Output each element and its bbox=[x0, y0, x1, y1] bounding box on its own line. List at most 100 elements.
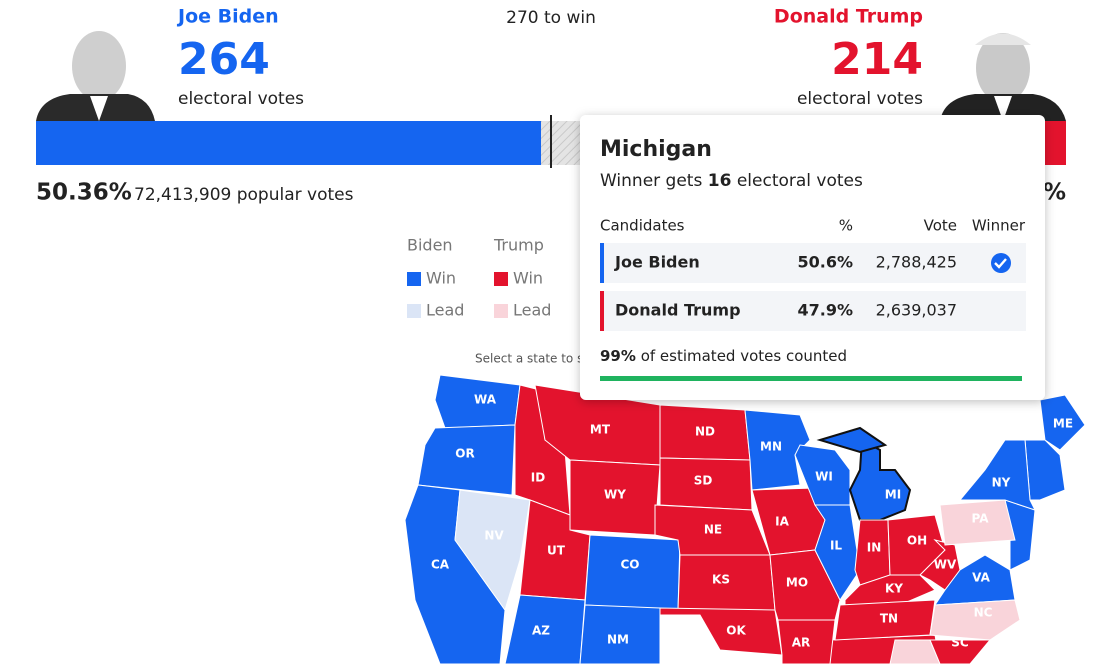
state-label: KS bbox=[712, 573, 730, 587]
state-label: NV bbox=[484, 529, 504, 543]
state-label: ID bbox=[531, 471, 545, 485]
state-label: CA bbox=[431, 558, 450, 572]
state-label: NE bbox=[704, 523, 722, 537]
state-label: IN bbox=[867, 541, 882, 555]
counted-pct: 99% bbox=[600, 347, 636, 365]
counted: 99% of estimated votes counted bbox=[600, 347, 847, 365]
electoral-votes: 264 bbox=[178, 34, 270, 85]
state[interactable] bbox=[417, 424, 516, 496]
popup-rows: Joe Biden 50.6% 2,788,425 Donald Trump 47.9%… bbox=[600, 243, 1026, 331]
state-label: KY bbox=[885, 582, 903, 596]
progress-bar bbox=[600, 376, 1022, 381]
trump-photo bbox=[940, 33, 1066, 121]
row-name: Joe Biden bbox=[614, 253, 700, 272]
state[interactable] bbox=[579, 604, 661, 664]
state-label: ME bbox=[1053, 417, 1073, 431]
state-label: AR bbox=[792, 636, 811, 650]
legend-item: Lead bbox=[513, 301, 551, 320]
state-label: SC bbox=[951, 636, 969, 650]
row-name: Donald Trump bbox=[615, 301, 741, 320]
row-votes: 2,639,037 bbox=[876, 301, 957, 320]
state-label: MI bbox=[885, 488, 901, 502]
state[interactable] bbox=[584, 534, 681, 611]
state-label: VA bbox=[972, 571, 990, 585]
state-label: NC bbox=[974, 606, 993, 620]
state[interactable] bbox=[1039, 394, 1086, 451]
state[interactable] bbox=[814, 504, 861, 601]
state[interactable] bbox=[848, 438, 912, 521]
state-label: IA bbox=[775, 515, 789, 529]
legend-swatch bbox=[407, 272, 421, 286]
legend-item: Win bbox=[513, 269, 543, 288]
legend-group: Trump bbox=[493, 236, 544, 255]
state-label: CO bbox=[620, 558, 639, 572]
subtitle-suffix: electoral votes bbox=[737, 171, 863, 191]
popular-share: 50.36% bbox=[36, 180, 132, 206]
state[interactable] bbox=[929, 639, 992, 664]
winner-check-mark bbox=[994, 258, 1007, 269]
state[interactable] bbox=[958, 439, 1036, 511]
column-header: Candidates bbox=[600, 217, 685, 235]
legend-swatch bbox=[407, 304, 421, 318]
popup: Michigan Winner gets 16 electoral votes … bbox=[580, 115, 1045, 400]
legend-group: Biden bbox=[407, 236, 453, 255]
state-label: MN bbox=[760, 440, 782, 454]
state-label: OH bbox=[907, 534, 927, 548]
selected-outline bbox=[816, 426, 888, 454]
state-label: PA bbox=[972, 512, 990, 526]
row-votes: 2,788,425 bbox=[876, 253, 957, 272]
row-pct: 47.9% bbox=[797, 301, 853, 320]
candidate-name: Donald Trump bbox=[774, 6, 923, 28]
state[interactable] bbox=[504, 594, 586, 664]
state[interactable] bbox=[659, 607, 783, 656]
state-label: NM bbox=[607, 633, 629, 647]
subtitle-prefix: Winner gets bbox=[600, 171, 702, 191]
state-label: OK bbox=[726, 624, 746, 638]
popup-title: Michigan bbox=[600, 137, 712, 162]
legend-swatch bbox=[494, 304, 508, 318]
state-label: MO bbox=[786, 576, 808, 590]
biden-photo bbox=[36, 31, 155, 121]
state-label: MT bbox=[590, 423, 611, 437]
legend-item: Lead bbox=[426, 301, 464, 320]
state[interactable] bbox=[939, 499, 1016, 546]
map-hint: Select a state to se bbox=[475, 352, 591, 366]
row-pct: 50.6% bbox=[797, 253, 853, 272]
column-header: Vote bbox=[924, 217, 957, 235]
column-header: Winner bbox=[972, 217, 1026, 235]
state[interactable] bbox=[744, 409, 811, 491]
state-label: TN bbox=[880, 612, 898, 626]
biden-bar bbox=[36, 121, 541, 165]
legend-swatch bbox=[494, 272, 508, 286]
state-label: AZ bbox=[532, 624, 550, 638]
state-label: NY bbox=[992, 476, 1011, 490]
state-label: WV bbox=[934, 558, 957, 572]
popular-share: % bbox=[1043, 180, 1066, 206]
state-label: OR bbox=[455, 447, 474, 461]
states: WA OR CA NV ID MT WY UT CO AZ NM ND SD NE KS OK MN IA MO AR… bbox=[404, 374, 1086, 664]
state-label: WI bbox=[815, 470, 833, 484]
state-label: IL bbox=[830, 539, 842, 553]
electoral-votes: 214 bbox=[831, 34, 923, 85]
state-label: WY bbox=[604, 488, 626, 502]
row-accent bbox=[600, 291, 604, 331]
state[interactable] bbox=[919, 539, 961, 591]
electoral-label: electoral votes bbox=[797, 89, 923, 109]
subtitle-votes: 16 bbox=[708, 171, 732, 191]
state[interactable] bbox=[929, 599, 1021, 641]
column-header: % bbox=[839, 217, 853, 235]
electoral-label: electoral votes bbox=[178, 89, 304, 109]
state[interactable] bbox=[777, 619, 836, 664]
state[interactable] bbox=[454, 489, 531, 612]
counted-label: of estimated votes counted bbox=[641, 347, 847, 365]
popup-subtitle: Winner gets 16 electoral votes bbox=[600, 171, 863, 191]
legend: Biden Win Lead Trump Win Lead bbox=[407, 236, 551, 320]
threshold: 270 to win bbox=[506, 8, 596, 28]
state-label: SD bbox=[694, 474, 713, 488]
candidate-name: Joe Biden bbox=[176, 6, 279, 28]
state-label: ND bbox=[695, 425, 715, 439]
row-bg bbox=[600, 243, 1026, 283]
popular-votes: 72,413,909 popular votes bbox=[134, 185, 354, 205]
row-accent bbox=[600, 243, 604, 283]
